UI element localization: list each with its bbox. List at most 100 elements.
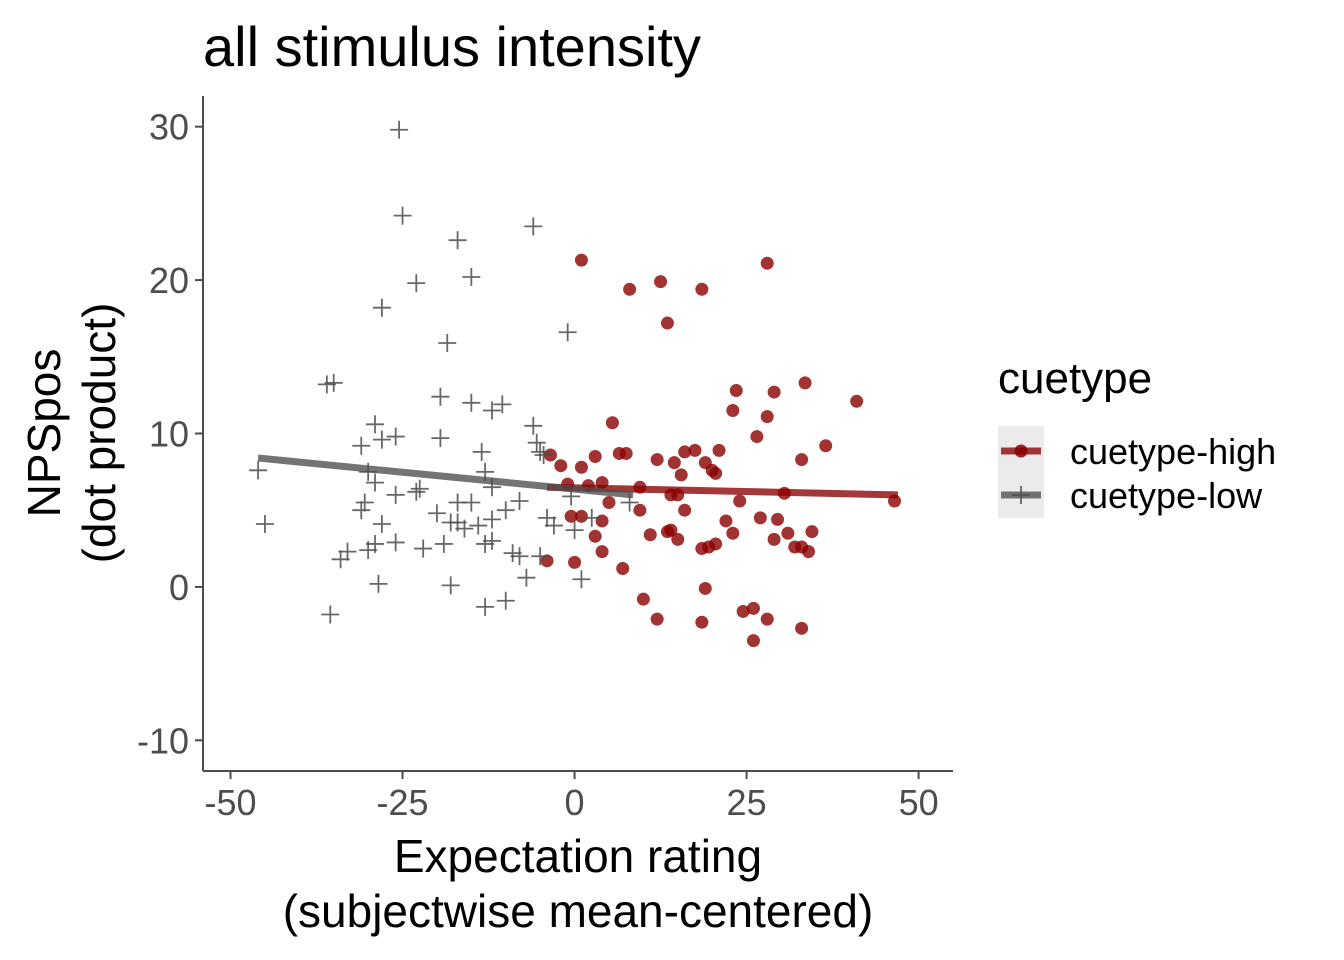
data-point-low bbox=[462, 493, 481, 512]
data-point-high bbox=[726, 526, 740, 540]
y-tick-label: -10 bbox=[137, 720, 189, 761]
data-point-high bbox=[595, 514, 609, 528]
data-point-high bbox=[619, 446, 633, 460]
data-point-high bbox=[660, 316, 674, 330]
data-point-low bbox=[517, 568, 536, 587]
data-point-high bbox=[574, 509, 588, 523]
data-point-low bbox=[582, 508, 601, 527]
data-point-high bbox=[654, 275, 668, 289]
data-point-high bbox=[588, 450, 602, 464]
data-point-low bbox=[431, 429, 450, 448]
data-point-high bbox=[588, 529, 602, 543]
data-point-high bbox=[850, 394, 864, 408]
data-point-high bbox=[802, 545, 816, 559]
data-point-high bbox=[595, 545, 609, 559]
data-point-low bbox=[482, 401, 501, 420]
data-point-high bbox=[674, 468, 688, 482]
data-point-high bbox=[554, 459, 568, 473]
y-tick-label: 0 bbox=[169, 567, 189, 608]
data-point-high bbox=[781, 526, 795, 540]
data-point-low bbox=[393, 206, 412, 225]
data-point-low bbox=[572, 570, 591, 589]
data-point-low bbox=[462, 268, 481, 287]
data-point-high bbox=[667, 456, 681, 470]
legend-label-cuetype-high: cuetype-high bbox=[1070, 431, 1276, 472]
data-point-low bbox=[352, 436, 371, 455]
data-point-low bbox=[493, 395, 512, 414]
series-cuetype-high bbox=[540, 253, 902, 648]
data-point-low bbox=[482, 510, 501, 529]
data-point-high bbox=[753, 511, 767, 525]
data-point-low bbox=[510, 547, 529, 566]
data-point-high bbox=[678, 503, 692, 517]
data-point-low bbox=[352, 501, 371, 520]
data-point-high bbox=[709, 537, 723, 551]
data-point-low bbox=[386, 427, 405, 446]
data-point-low bbox=[434, 534, 453, 553]
data-point-low bbox=[372, 430, 391, 449]
data-point-low bbox=[369, 574, 388, 593]
data-point-low bbox=[355, 493, 374, 512]
data-point-high bbox=[767, 385, 781, 399]
data-point-high bbox=[636, 592, 650, 606]
y-axis-title-line-1: NPSpos bbox=[18, 349, 70, 518]
trend-line-cuetype-high bbox=[546, 483, 899, 499]
legend-marker-cuetype-low bbox=[1012, 486, 1030, 504]
data-point-low bbox=[331, 550, 350, 569]
data-point-high bbox=[574, 253, 588, 267]
data-point-low bbox=[386, 485, 405, 504]
data-point-high bbox=[671, 532, 685, 546]
data-point-high bbox=[805, 525, 819, 539]
data-point-low bbox=[531, 442, 550, 461]
x-tick-label: -25 bbox=[377, 782, 429, 823]
data-point-high bbox=[695, 615, 709, 629]
data-point-high bbox=[719, 514, 733, 528]
data-point-low bbox=[496, 591, 515, 610]
data-point-low bbox=[448, 231, 467, 250]
data-point-high bbox=[605, 416, 619, 430]
data-point-low bbox=[366, 415, 385, 434]
series-cuetype-low bbox=[249, 120, 639, 624]
data-point-low bbox=[410, 479, 429, 498]
data-point-high bbox=[729, 384, 743, 398]
x-tick-label: 50 bbox=[899, 782, 939, 823]
x-tick-label: -50 bbox=[205, 782, 257, 823]
data-point-high bbox=[698, 581, 712, 595]
data-point-low bbox=[565, 521, 584, 540]
data-point-low bbox=[438, 333, 457, 352]
data-point-low bbox=[527, 433, 546, 452]
data-point-low bbox=[372, 298, 391, 317]
data-layer bbox=[249, 120, 902, 648]
x-axis-title-line-2: (subjectwise mean-centered) bbox=[283, 885, 874, 937]
legend-label-cuetype-low: cuetype-low bbox=[1070, 475, 1263, 516]
data-point-low bbox=[441, 576, 460, 595]
data-point-high bbox=[795, 453, 809, 467]
data-point-low bbox=[496, 501, 515, 520]
legend-title: cuetype bbox=[998, 354, 1152, 403]
y-tick-label: 20 bbox=[149, 260, 189, 301]
x-tick-label: 25 bbox=[727, 782, 767, 823]
y-axis-title-line-2: (dot product) bbox=[73, 303, 125, 564]
x-tick-label: 0 bbox=[565, 782, 585, 823]
data-point-high bbox=[602, 496, 616, 510]
data-point-high bbox=[736, 604, 750, 618]
data-point-high bbox=[633, 503, 647, 517]
data-point-high bbox=[643, 528, 657, 542]
y-tick-label: 10 bbox=[149, 414, 189, 455]
chart-title: all stimulus intensity bbox=[203, 15, 701, 78]
data-point-low bbox=[366, 473, 385, 492]
data-point-high bbox=[678, 445, 692, 459]
data-point-low bbox=[534, 445, 553, 464]
legend-marker-cuetype-high bbox=[1014, 444, 1028, 458]
data-point-low bbox=[558, 323, 577, 342]
data-point-low bbox=[372, 515, 391, 534]
data-point-high bbox=[746, 634, 760, 648]
data-point-high bbox=[795, 621, 809, 635]
data-point-high bbox=[760, 410, 774, 424]
data-point-high bbox=[746, 601, 760, 615]
axes-layer bbox=[202, 96, 953, 772]
data-point-low bbox=[414, 539, 433, 558]
data-point-high bbox=[568, 555, 582, 569]
data-point-low bbox=[249, 461, 268, 480]
